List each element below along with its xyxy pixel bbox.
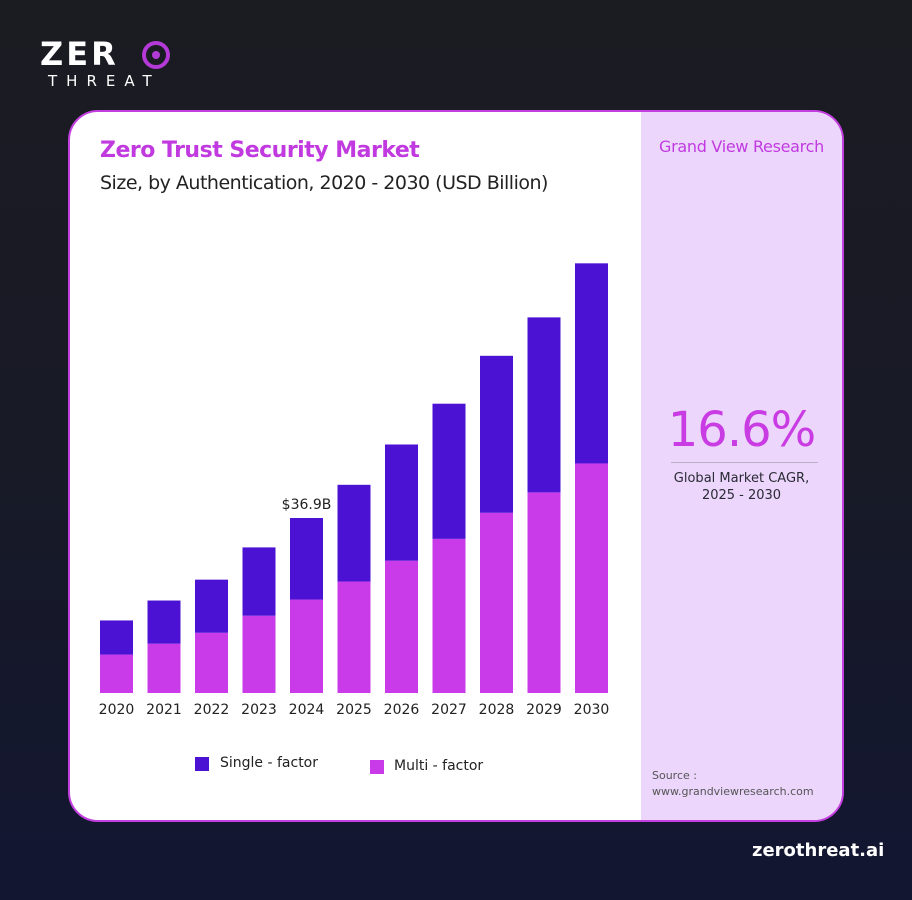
bar-single-2021 [147, 600, 181, 644]
cagr-label-line1: Global Market CAGR, [673, 471, 810, 486]
chart-card: Zero Trust Security Market Size, by Auth… [68, 110, 844, 822]
bar-multi-2022 [195, 632, 228, 693]
x-tick-label: 2022 [194, 702, 230, 718]
data-label-2024: $36.9B [282, 497, 332, 513]
x-tick-label: 2028 [479, 702, 515, 718]
bar-single-2026 [385, 444, 418, 561]
bar-single-2025 [337, 484, 371, 582]
legend-label-single: Single - factor [220, 755, 319, 771]
x-tick-label: 2025 [336, 702, 372, 718]
chart-subtitle: Size, by Authentication, 2020 - 2030 (US… [100, 172, 548, 194]
chart-title: Zero Trust Security Market [100, 138, 420, 163]
legend-swatch-single [195, 757, 209, 771]
bar-multi-2026 [385, 560, 418, 693]
legend-label-multi: Multi - factor [394, 758, 484, 774]
bar-multi-2029 [527, 492, 561, 693]
cagr-label-line2: 2025 - 2030 [701, 488, 782, 503]
bar-single-2028 [480, 355, 513, 513]
footer-url: zerothreat.ai [752, 840, 885, 861]
bar-single-2022 [195, 579, 228, 633]
bar-single-2027 [432, 403, 466, 539]
x-tick-label: 2026 [384, 702, 420, 718]
bar-multi-2030 [575, 463, 608, 693]
x-tick-label: 2024 [289, 702, 325, 718]
bar-multi-2027 [432, 538, 466, 693]
side-panel: Grand View Research 16.6% Global Market … [641, 112, 842, 820]
bar-single-2024 [290, 518, 323, 600]
bar-multi-2020 [100, 654, 133, 693]
zero-threat-logo: ZER THREAT [40, 38, 175, 90]
cagr-label: Global Market CAGR, 2025 - 2030 [641, 470, 842, 504]
logo-word: ZER [40, 35, 119, 73]
bar-single-2023 [242, 547, 276, 616]
bar-single-2020 [100, 620, 133, 655]
legend-swatch-multi [370, 760, 384, 774]
logo-o-icon [142, 41, 170, 69]
bar-multi-2028 [480, 512, 513, 693]
x-tick-label: 2023 [241, 702, 277, 718]
bar-multi-2024 [290, 599, 323, 693]
source-url: www.grandviewresearch.com [652, 785, 814, 798]
source-label: Source : [652, 769, 697, 782]
logo-subtext: THREAT [48, 72, 161, 90]
cagr-divider [671, 462, 818, 463]
source: Source : www.grandviewresearch.com [652, 768, 814, 800]
x-tick-label: 2027 [431, 702, 467, 718]
publisher-name: Grand View Research [659, 137, 824, 156]
cagr-value: 16.6% [667, 402, 816, 458]
x-tick-label: 2020 [99, 702, 135, 718]
x-tick-label: 2029 [526, 702, 562, 718]
x-tick-label: 2030 [574, 702, 610, 718]
bar-multi-2021 [147, 643, 181, 693]
x-tick-label: 2021 [146, 702, 182, 718]
bar-multi-2023 [242, 615, 276, 693]
bar-single-2030 [575, 263, 608, 464]
bar-single-2029 [527, 317, 561, 493]
bar-multi-2025 [337, 581, 371, 693]
